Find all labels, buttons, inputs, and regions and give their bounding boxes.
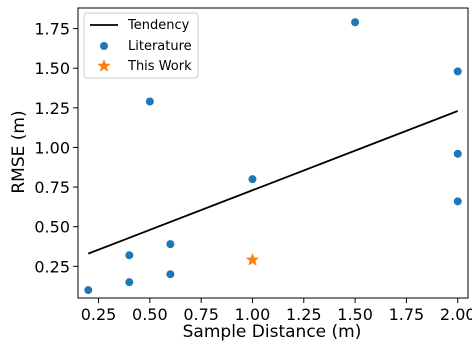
y-tick-label: 1.50	[34, 59, 70, 78]
this-work-point	[245, 252, 260, 266]
literature-point	[125, 278, 134, 287]
literature-point	[453, 149, 462, 158]
literature-point	[453, 67, 462, 76]
legend-label-literature: Literature	[128, 39, 192, 54]
legend-swatch-literature	[100, 42, 108, 50]
literature-point	[351, 18, 360, 27]
legend-box	[83, 12, 199, 79]
y-tick-label: 0.75	[34, 178, 70, 197]
literature-point	[248, 175, 257, 184]
y-tick-label: 1.75	[34, 20, 70, 39]
legend-label-this-work: This Work	[127, 59, 192, 74]
tendency-line	[87, 110, 459, 255]
literature-point	[166, 270, 175, 279]
chart-marks	[84, 18, 462, 295]
x-axis: 0.25 0.50 0.75 1.00 1.25 1.50 1.75 2.00	[81, 298, 472, 324]
x-axis-label: Sample Distance (m)	[183, 322, 362, 342]
literature-point	[453, 197, 462, 206]
y-axis-label: RMSE (m)	[9, 110, 29, 193]
x-tick-label: 1.00	[235, 305, 271, 324]
x-tick-label: 0.25	[81, 305, 117, 324]
literature-point	[125, 251, 134, 260]
literature-point	[166, 240, 175, 249]
legend-swatch-this-work	[97, 59, 111, 72]
x-tick-label: 0.75	[183, 305, 219, 324]
literature-point	[145, 97, 154, 106]
y-tick-label: 0.25	[34, 257, 70, 276]
x-tick-label: 1.75	[389, 305, 425, 324]
legend: Tendency Literature This Work	[83, 12, 199, 79]
y-tick-label: 0.50	[34, 218, 70, 237]
x-tick-label: 1.50	[337, 305, 373, 324]
literature-point	[84, 286, 93, 295]
y-tick-label: 1.25	[34, 99, 70, 118]
y-tick-label: 1.00	[34, 138, 70, 157]
legend-label-tendency: Tendency	[127, 18, 190, 33]
x-tick-label: 1.25	[286, 305, 322, 324]
y-axis: 0.25 0.50 0.75 1.00 1.25 1.50 1.75	[34, 20, 78, 276]
x-tick-label: 0.50	[132, 305, 168, 324]
x-tick-label: 2.00	[440, 305, 472, 324]
